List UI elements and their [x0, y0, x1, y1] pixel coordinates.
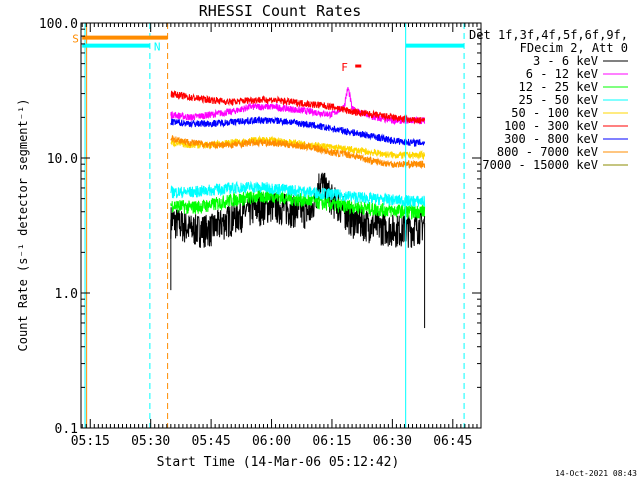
y-axis: 0.1 1.0 10.0 100.0	[39, 17, 481, 437]
overlay-layer: S N F	[72, 23, 465, 428]
series-line	[170, 189, 426, 220]
x-tick-label: 05:45	[192, 434, 231, 449]
x-axis: 05:15 05:30 05:45 06:00 06:15 06:30 06:45	[71, 23, 482, 449]
y-tick-label: 10.0	[47, 152, 78, 167]
interval-label: S	[72, 33, 79, 46]
x-tick-label: 06:30	[373, 434, 412, 449]
x-tick-label: 06:45	[433, 434, 472, 449]
legend-entry-label: 50 - 100 keV	[511, 106, 598, 120]
legend-header: FDecim 2, Att 0	[520, 41, 628, 55]
series-line	[170, 115, 426, 147]
series-layer	[170, 87, 426, 329]
x-tick-label: 05:30	[131, 434, 170, 449]
y-tick-label: 100.0	[39, 17, 78, 32]
y-tick-label: 0.1	[55, 422, 78, 437]
legend-entry-label: 7000 - 15000 keV	[482, 158, 598, 172]
x-tick-label: 05:15	[71, 434, 110, 449]
series-line	[170, 172, 426, 248]
series-line	[170, 87, 426, 126]
x-axis-label: Start Time (14-Mar-06 05:12:42)	[157, 455, 400, 470]
plot-frame	[80, 22, 482, 429]
legend-entry-label: 300 - 800 keV	[504, 132, 598, 146]
series-line	[170, 180, 426, 207]
legend-entry-label: 800 - 7000 keV	[497, 145, 598, 159]
interval-label: F	[341, 61, 348, 74]
y-axis-label: Count Rate (s⁻¹ detector segment⁻¹)	[16, 99, 30, 352]
y-tick-label: 1.0	[55, 287, 78, 302]
x-tick-label: 06:00	[252, 434, 291, 449]
legend-entry-label: 3 - 6 keV	[533, 54, 598, 68]
legend-header: Det 1f,3f,4f,5f,6f,9f,	[469, 28, 628, 42]
chart-title: RHESSI Count Rates	[199, 2, 362, 20]
series-line	[170, 135, 426, 170]
legend: Det 1f,3f,4f,5f,6f,9f,FDecim 2, Att 03 -…	[469, 28, 628, 172]
x-tick-label: 06:15	[312, 434, 351, 449]
timestamp: 14-Oct-2021 08:43	[555, 469, 637, 478]
interval-label: N	[154, 41, 161, 54]
series-line	[170, 89, 426, 125]
legend-entry-label: 25 - 50 keV	[519, 93, 598, 107]
legend-entry-label: 100 - 300 keV	[504, 119, 598, 133]
legend-entry-label: 6 - 12 keV	[526, 67, 598, 81]
legend-entry-label: 12 - 25 keV	[519, 80, 598, 94]
